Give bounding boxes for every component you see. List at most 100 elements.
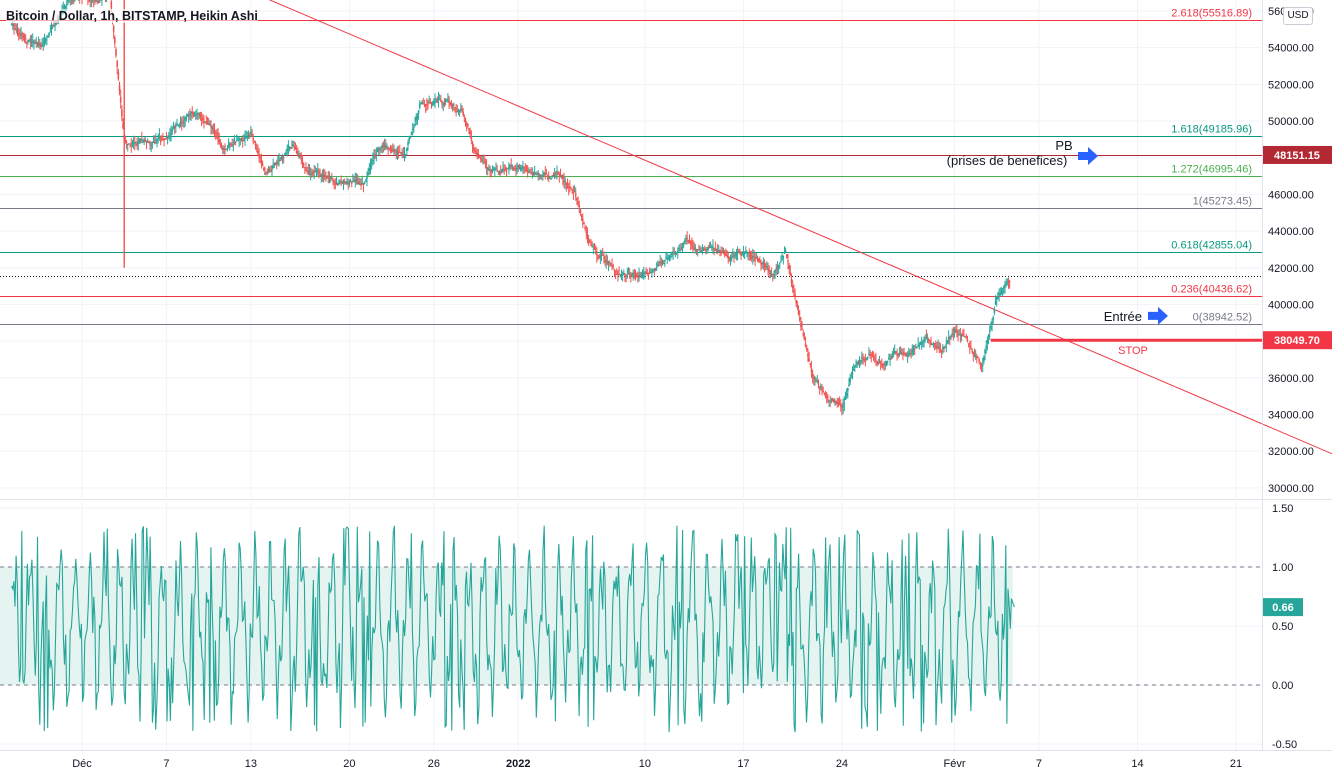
candle — [805, 344, 807, 347]
annotation-entry: Entrée — [1104, 309, 1142, 324]
candle — [956, 331, 958, 333]
candle — [598, 258, 600, 259]
candle — [364, 182, 366, 183]
currency-badge[interactable]: USD — [1283, 7, 1313, 25]
candle — [811, 368, 813, 371]
candle — [119, 85, 121, 91]
candle — [778, 265, 780, 267]
candle — [506, 171, 508, 172]
candle — [495, 169, 497, 170]
y-tick-label: 54000.00 — [1268, 43, 1314, 55]
candle — [777, 267, 779, 268]
candle — [968, 343, 970, 344]
candle — [566, 183, 568, 184]
candle — [412, 129, 414, 130]
candle — [168, 136, 170, 137]
candle — [576, 198, 578, 200]
candle — [248, 136, 250, 137]
trendline — [223, 0, 1332, 455]
candle — [309, 171, 311, 172]
candle — [213, 128, 215, 129]
candle — [336, 182, 338, 183]
candle — [977, 357, 979, 358]
candle — [1002, 291, 1004, 292]
candle — [459, 110, 461, 111]
x-tick-label: 21 — [1230, 758, 1242, 770]
candle — [257, 151, 259, 154]
candle — [338, 183, 340, 184]
candle — [461, 109, 463, 110]
candle — [1001, 292, 1003, 293]
entry-arrow-icon — [1148, 307, 1168, 325]
oscillator-tick-label: -0.50 — [1272, 739, 1297, 751]
candle — [473, 147, 475, 149]
candle — [217, 135, 219, 137]
candle — [754, 259, 756, 260]
candle — [987, 340, 989, 343]
candle — [953, 334, 955, 335]
candle — [719, 251, 721, 252]
candle — [794, 294, 796, 297]
candle — [183, 121, 185, 122]
candle — [684, 241, 686, 242]
candle — [947, 341, 949, 343]
candle — [221, 145, 223, 146]
candle — [469, 132, 471, 135]
candle — [441, 102, 443, 103]
candle — [174, 127, 176, 128]
candle — [417, 116, 419, 117]
candle — [126, 142, 128, 143]
candle — [202, 119, 204, 120]
candle — [726, 255, 728, 256]
candle — [534, 172, 536, 174]
candle — [32, 41, 34, 42]
candle — [1004, 285, 1006, 287]
candle — [363, 184, 365, 185]
candle — [258, 155, 260, 156]
candle — [413, 127, 415, 128]
candle — [115, 49, 117, 55]
candle — [200, 114, 202, 116]
candle — [629, 274, 631, 275]
candle — [367, 173, 369, 175]
candle — [548, 177, 550, 178]
candle — [159, 135, 161, 136]
candle — [73, 1, 75, 2]
candle — [50, 32, 52, 33]
oscillator-pane — [0, 526, 1262, 733]
candle — [148, 142, 150, 143]
candle — [978, 359, 980, 361]
candle — [838, 402, 840, 403]
candle — [142, 141, 144, 142]
candle — [220, 144, 222, 145]
candle — [557, 172, 559, 173]
candle — [465, 120, 467, 122]
candle — [380, 148, 382, 149]
candle — [888, 358, 890, 359]
candle — [406, 148, 408, 151]
candle — [230, 144, 232, 145]
candle — [547, 175, 549, 176]
candle — [561, 175, 563, 176]
candle — [971, 350, 973, 351]
candle — [479, 157, 481, 158]
candle — [740, 255, 742, 256]
level-label: 0.236(40436.62) — [1171, 284, 1252, 296]
candle — [114, 38, 116, 43]
candle — [595, 251, 597, 252]
candle — [827, 399, 829, 400]
candle — [842, 405, 844, 407]
candle — [623, 273, 625, 274]
candle — [569, 187, 571, 188]
level-label: 0(38942.52) — [1193, 312, 1252, 324]
candle — [255, 144, 257, 146]
candle — [594, 248, 596, 249]
candle — [12, 24, 14, 25]
candle — [259, 157, 261, 158]
candle — [373, 156, 375, 157]
x-tick-label: 10 — [639, 758, 651, 770]
candle — [907, 355, 909, 356]
candle — [634, 273, 636, 274]
